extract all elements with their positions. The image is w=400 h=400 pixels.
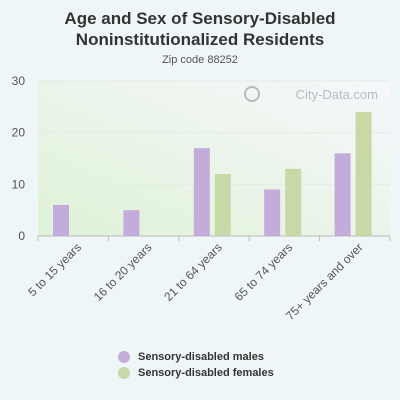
legend-item-males: Sensory-disabled males: [118, 349, 274, 365]
plot-area: [38, 81, 390, 236]
bar-females: [355, 112, 372, 236]
bar-males: [53, 205, 69, 236]
watermark-icon: [244, 86, 260, 102]
y-tick-label: 30: [12, 74, 26, 88]
legend-label-males: Sensory-disabled males: [138, 351, 264, 363]
x-tick-label: 21 to 64 years: [161, 240, 225, 304]
chart-subtitle: Zip code 88252: [162, 54, 238, 66]
bar-males: [193, 148, 210, 236]
bar-females: [285, 168, 302, 236]
x-tick-label: 75+ years and over: [283, 240, 366, 323]
y-tick-label: 20: [12, 126, 26, 140]
x-tick-label: 16 to 20 years: [91, 240, 155, 304]
x-tick-label: 5 to 15 years: [25, 240, 84, 299]
watermark: City-Data.com: [296, 87, 378, 102]
legend-swatch-males: [118, 351, 130, 363]
legend-item-females: Sensory-disabled females: [118, 365, 274, 381]
chart-title: Age and Sex of Sensory-Disabled Noninstit…: [0, 8, 400, 50]
legend: Sensory-disabled males Sensory-disabled …: [118, 349, 274, 381]
bar-males: [123, 210, 140, 236]
bar-males: [334, 153, 351, 236]
bar-males: [264, 189, 281, 236]
chart-title-text: Age and Sex of Sensory-Disabled Noninstit…: [64, 9, 336, 49]
y-tick-label: 10: [12, 177, 26, 191]
legend-swatch-females: [118, 367, 130, 379]
bar-females: [214, 174, 231, 236]
legend-label-females: Sensory-disabled females: [138, 367, 274, 379]
x-tick-label: 65 to 74 years: [232, 240, 296, 304]
y-tick-label: 0: [18, 229, 25, 243]
